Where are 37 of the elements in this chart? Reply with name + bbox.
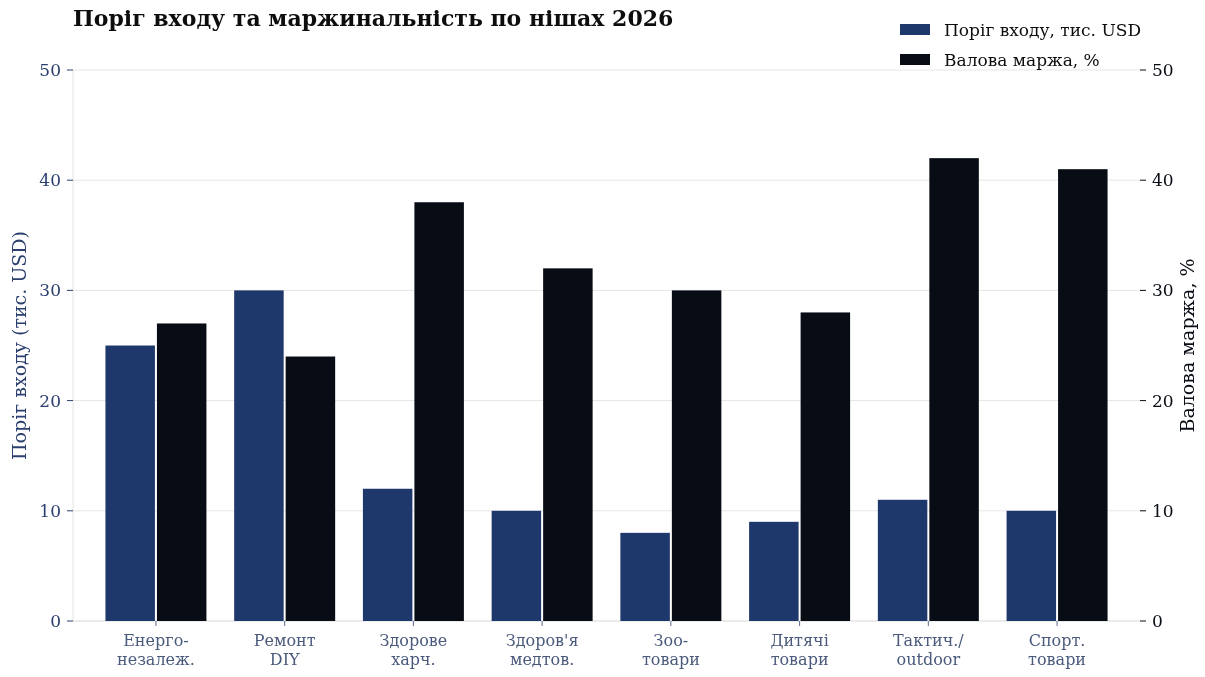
- bar: [491, 510, 542, 621]
- x-tick-label: Тактич./ outdoor: [892, 631, 965, 669]
- bar: [620, 532, 670, 621]
- x-tick-label: Ремонт DIY: [253, 631, 316, 669]
- y2-tick-label: 10: [1152, 500, 1174, 521]
- y-tick-label: 50: [39, 59, 61, 80]
- bar: [543, 268, 593, 621]
- bar: [671, 290, 722, 621]
- bar: [414, 202, 464, 621]
- bar: [800, 312, 851, 621]
- y-tick-label: 40: [39, 170, 61, 191]
- x-tick-label: Здорове харч.: [379, 631, 448, 669]
- legend-label: Валова маржа, %: [944, 49, 1100, 70]
- bar: [877, 499, 928, 621]
- bar: [749, 521, 799, 621]
- y-tick-label: 30: [39, 280, 61, 301]
- chart-title: Поріг входу та маржинальність по нішах 2026: [73, 5, 674, 31]
- y-tick-label: 20: [39, 390, 61, 411]
- y-axis-title: Поріг входу (тис. USD): [8, 231, 30, 460]
- x-tick-label: Спорт. товари: [1028, 631, 1087, 669]
- y2-tick-label: 50: [1152, 59, 1174, 80]
- y2-tick-label: 40: [1152, 170, 1174, 191]
- bar: [1006, 510, 1057, 621]
- y2-tick-label: 20: [1152, 390, 1174, 411]
- x-tick-label: Дитячі товари: [770, 631, 829, 669]
- x-tick-label: Енерго- незалеж.: [117, 631, 195, 669]
- bar: [1058, 169, 1108, 621]
- y2-axis-title: Валова маржа, %: [1176, 258, 1198, 433]
- legend-label: Поріг входу, тис. USD: [944, 19, 1142, 40]
- y2-tick-label: 30: [1152, 280, 1174, 301]
- x-tick-label: Здоров'я медтов.: [505, 631, 579, 669]
- y-tick-label: 10: [39, 500, 61, 521]
- y-tick-label: 0: [50, 610, 61, 631]
- bar: [929, 158, 979, 621]
- x-tick-label: Зоо- товари: [641, 631, 700, 669]
- y2-tick-label: 0: [1152, 610, 1163, 631]
- bar: [362, 488, 413, 621]
